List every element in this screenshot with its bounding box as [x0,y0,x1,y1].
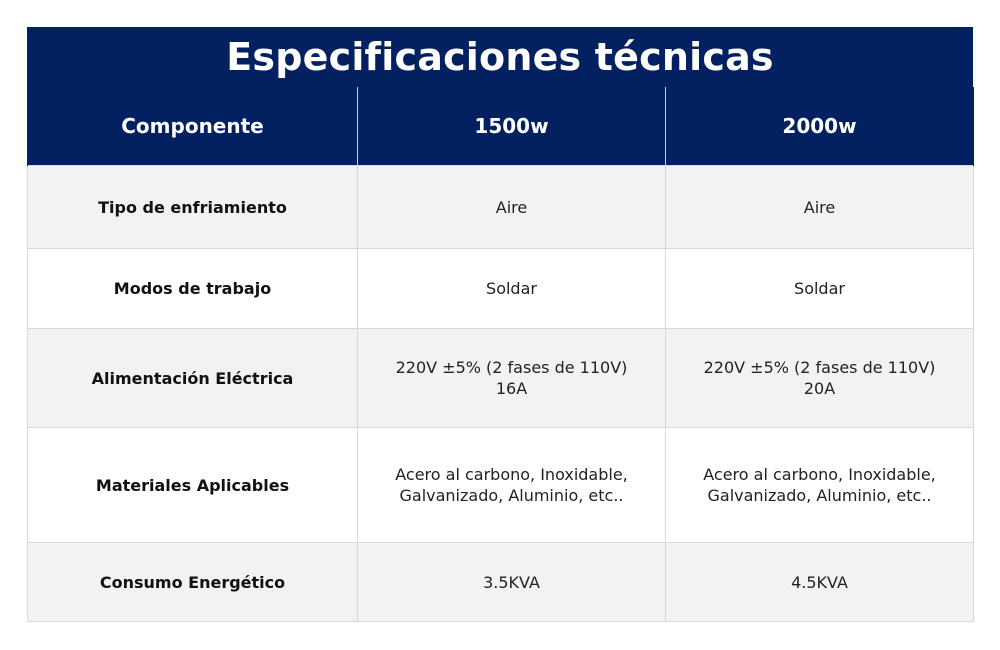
table-row: Modos de trabajo Soldar Soldar [27,248,974,329]
cell-line: Soldar [794,279,845,298]
cell-line: 16A [495,379,528,398]
cell-2000w: 4.5KVA [665,542,974,622]
row-label: Tipo de enfriamiento [27,165,358,249]
cell-1500w: Acero al carbono, Inoxidable, Galvanizad… [357,427,666,543]
table-row: Consumo Energético 3.5KVA 4.5KVA [27,542,974,622]
page-title: Especificaciones técnicas [27,27,973,87]
cell-line: 20A [803,379,836,398]
cell-line: 3.5KVA [483,572,540,592]
spec-sheet: Especificaciones técnicas Componente 150… [27,27,974,622]
cell-2000w: 220V ±5% (2 fases de 110V) 20A [665,328,974,428]
cell-2000w: Acero al carbono, Inoxidable, Galvanizad… [665,427,974,543]
cell-line: 220V ±5% (2 fases de 110V) [703,358,936,377]
cell-line: 4.5KVA [791,572,848,592]
cell-1500w: 220V ±5% (2 fases de 110V) 16A [357,328,666,428]
row-label: Alimentación Eléctrica [27,328,358,428]
row-label: Consumo Energético [27,542,358,622]
cell-line: Galvanizado, Aluminio, etc.. [707,486,932,505]
cell-2000w: Soldar [665,248,974,329]
cell-2000w: Aire [665,165,974,249]
cell-line: Acero al carbono, Inoxidable, [703,465,936,484]
cell-line: Soldar [486,279,537,298]
table-row: Materiales Aplicables Acero al carbono, … [27,427,974,543]
cell-1500w: Aire [357,165,666,249]
cell-line: 220V ±5% (2 fases de 110V) [395,358,628,377]
column-header-1500w: 1500w [357,87,666,166]
cell-line: Aire [803,197,836,217]
cell-line: Acero al carbono, Inoxidable, [395,465,628,484]
table-header-row: Componente 1500w 2000w [27,87,974,166]
table-row: Tipo de enfriamiento Aire Aire [27,165,974,249]
cell-1500w: Soldar [357,248,666,329]
cell-1500w: 3.5KVA [357,542,666,622]
table-row: Alimentación Eléctrica 220V ±5% (2 fases… [27,328,974,428]
spec-table: Componente 1500w 2000w Tipo de enfriamie… [27,87,974,622]
cell-line: Aire [495,197,528,217]
column-header-component: Componente [27,87,358,166]
row-label: Materiales Aplicables [27,427,358,543]
row-label: Modos de trabajo [27,248,358,329]
column-header-2000w: 2000w [665,87,974,166]
cell-line: Galvanizado, Aluminio, etc.. [399,486,624,505]
